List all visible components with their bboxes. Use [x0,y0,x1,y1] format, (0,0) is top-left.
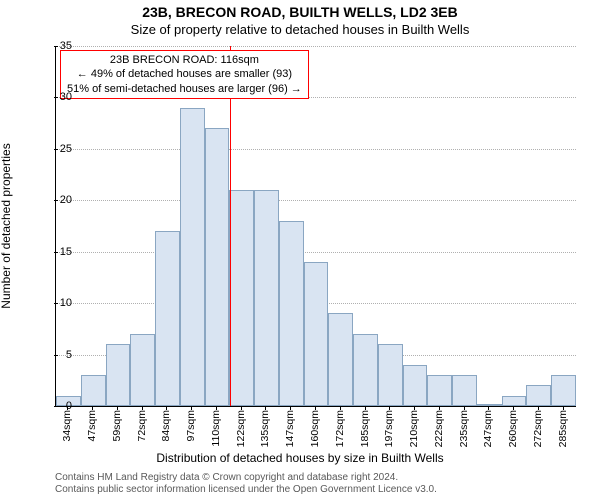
x-tick-label: 222sqm [433,410,445,447]
x-tick-label: 160sqm [309,410,321,447]
x-tick-label: 72sqm [136,410,148,442]
histogram-bar [403,365,428,406]
y-axis-label: Number of detached properties [0,143,13,308]
x-tick-label: 285sqm [557,410,569,447]
y-tick-mark [54,252,58,253]
x-tick-mark [216,406,217,410]
grid-line [56,200,576,201]
histogram-bar [81,375,106,406]
y-tick-mark [54,303,58,304]
grid-line [56,252,576,253]
x-tick-label: 172sqm [334,410,346,447]
x-tick-mark [365,406,366,410]
x-tick-label: 59sqm [111,410,123,442]
histogram-bar [526,385,551,406]
x-tick-label: 185sqm [359,410,371,447]
x-tick-label: 122sqm [235,410,247,447]
x-tick-mark [315,406,316,410]
x-tick-label: 210sqm [408,410,420,447]
attribution: Contains HM Land Registry data © Crown c… [55,472,437,496]
x-tick-mark [538,406,539,410]
plot-area: 23B BRECON ROAD: 116sqm← 49% of detached… [55,46,576,407]
histogram-bar [502,396,527,406]
histogram-bar [328,313,353,406]
x-tick-mark [513,406,514,410]
x-tick-label: 110sqm [210,410,222,447]
x-tick-label: 97sqm [185,410,197,442]
histogram-bar [353,334,378,406]
y-tick-mark [54,355,58,356]
y-tick-mark [54,97,58,98]
x-tick-mark [241,406,242,410]
x-tick-mark [290,406,291,410]
attribution-line-2: Contains public sector information licen… [55,484,437,496]
x-tick-label: 34sqm [61,410,73,442]
grid-line [56,46,576,47]
x-tick-mark [439,406,440,410]
x-tick-label: 47sqm [86,410,98,442]
histogram-bar [427,375,452,406]
annotation-box: 23B BRECON ROAD: 116sqm← 49% of detached… [60,50,309,99]
histogram-bar [180,108,205,406]
x-tick-mark [340,406,341,410]
x-tick-mark [92,406,93,410]
chart-title-sub: Size of property relative to detached ho… [0,22,600,37]
histogram-bar [205,128,230,406]
histogram-bar [106,344,131,406]
y-tick-mark [54,149,58,150]
x-tick-mark [464,406,465,410]
x-tick-mark [166,406,167,410]
x-tick-label: 272sqm [532,410,544,447]
x-tick-label: 135sqm [259,410,271,447]
annotation-line: 23B BRECON ROAD: 116sqm [67,53,302,67]
x-tick-label: 197sqm [383,410,395,447]
x-tick-mark [563,406,564,410]
histogram-bar [551,375,576,406]
x-axis-label: Distribution of detached houses by size … [0,451,600,465]
histogram-bar [452,375,477,406]
y-tick-mark [54,200,58,201]
histogram-bar [254,190,279,406]
annotation-line: 51% of semi-detached houses are larger (… [67,82,302,96]
x-tick-mark [414,406,415,410]
y-tick-mark [54,46,58,47]
histogram-bar [155,231,180,406]
x-tick-label: 260sqm [507,410,519,447]
x-tick-label: 247sqm [482,410,494,447]
histogram-bar [130,334,155,406]
x-tick-label: 235sqm [458,410,470,447]
x-tick-mark [389,406,390,410]
x-tick-mark [191,406,192,410]
histogram-bar [279,221,304,406]
property-size-chart: 23B, BRECON ROAD, BUILTH WELLS, LD2 3EB … [0,0,600,500]
x-tick-mark [67,406,68,410]
attribution-line-1: Contains HM Land Registry data © Crown c… [55,472,437,484]
y-tick-mark [54,406,58,407]
histogram-bar [229,190,254,406]
histogram-bar [304,262,329,406]
grid-line [56,149,576,150]
x-tick-mark [265,406,266,410]
x-tick-mark [142,406,143,410]
x-tick-mark [488,406,489,410]
x-tick-mark [117,406,118,410]
x-tick-label: 147sqm [284,410,296,447]
x-tick-label: 84sqm [160,410,172,442]
chart-title-main: 23B, BRECON ROAD, BUILTH WELLS, LD2 3EB [0,4,600,20]
reference-line [230,46,231,406]
annotation-line: ← 49% of detached houses are smaller (93… [67,67,302,81]
histogram-bar [378,344,403,406]
